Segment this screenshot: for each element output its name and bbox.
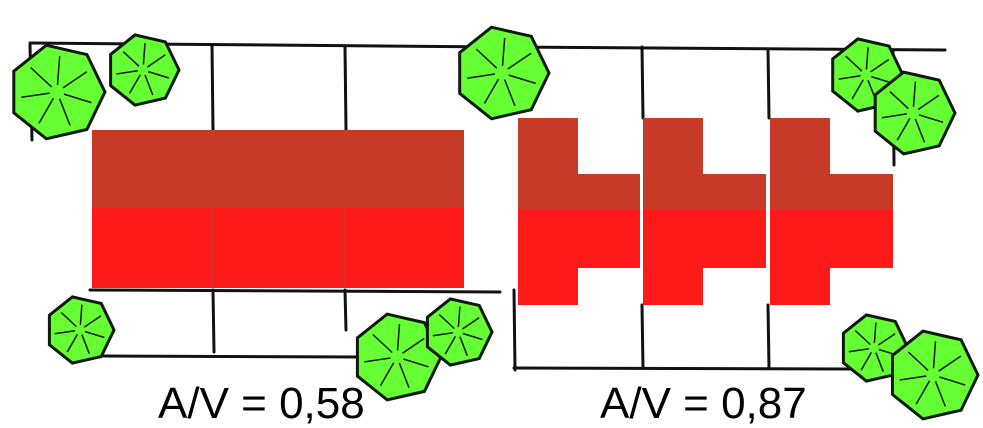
tree-icon <box>891 329 980 421</box>
house-lower-half <box>643 210 766 305</box>
tree-icon <box>109 33 181 107</box>
unit-dividers <box>211 130 346 288</box>
tree-icon <box>873 70 957 156</box>
trees <box>12 25 980 421</box>
plot-line <box>88 288 502 294</box>
tree-icon <box>458 25 551 121</box>
plot-line <box>512 288 517 372</box>
house-upper-half <box>518 118 640 210</box>
plot-line <box>28 41 502 49</box>
stepped-block-diagram <box>503 45 947 372</box>
tree-icon <box>355 312 443 402</box>
tree-icon <box>425 297 494 367</box>
tree-icon <box>12 43 107 141</box>
plot-line <box>343 44 348 132</box>
plot-line <box>210 43 215 132</box>
upper-half-block <box>92 130 464 208</box>
plot-line <box>640 303 645 370</box>
house-lower-half <box>770 210 893 305</box>
house-upper-half <box>770 118 893 210</box>
plot-line <box>640 45 645 120</box>
plot-line <box>211 288 216 354</box>
stepped-houses <box>518 118 893 305</box>
plot-line <box>343 288 348 332</box>
ratio-label-stepped: A/V = 0,87 <box>600 379 807 428</box>
plot-line <box>766 47 771 120</box>
house-lower-half <box>518 210 640 305</box>
plot-line <box>766 303 771 370</box>
compact-block-diagram <box>28 41 502 359</box>
plot-line <box>512 366 852 371</box>
plot-lines <box>503 45 947 372</box>
house-upper-half <box>643 118 766 210</box>
plot-line <box>102 354 362 359</box>
tree-icon <box>47 295 116 365</box>
lower-half-block <box>92 208 464 288</box>
ratio-label-compact: A/V = 0,58 <box>158 379 365 428</box>
